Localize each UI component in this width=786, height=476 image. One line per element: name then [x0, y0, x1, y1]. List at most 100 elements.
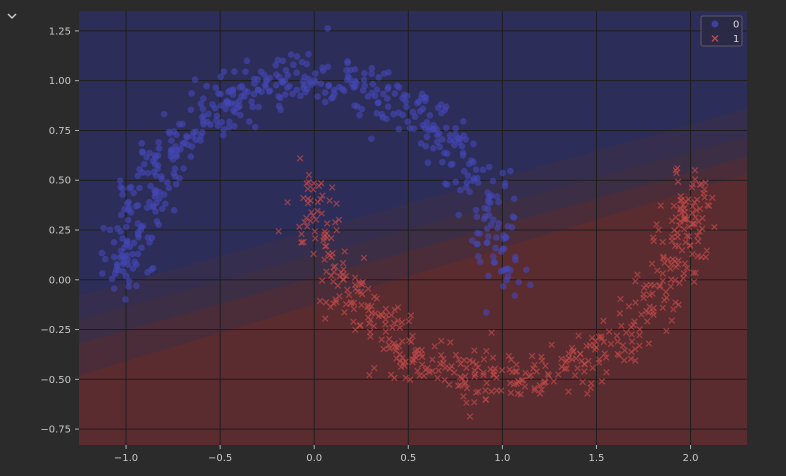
point-class-1 — [527, 371, 535, 379]
x-tick-label: 1.0 — [494, 453, 510, 464]
point-class-1 — [648, 260, 656, 268]
point-class-0 — [122, 272, 130, 280]
point-class-0 — [380, 70, 388, 77]
point-class-0 — [395, 109, 402, 116]
point-class-0 — [266, 87, 274, 94]
point-class-1 — [431, 343, 438, 350]
point-class-1 — [579, 378, 586, 386]
point-class-1 — [630, 321, 637, 329]
point-class-1 — [563, 356, 570, 364]
point-class-1 — [308, 209, 315, 216]
point-class-1 — [617, 295, 624, 303]
point-class-1 — [304, 195, 312, 203]
point-class-0 — [287, 51, 295, 58]
point-class-0 — [187, 153, 195, 160]
y-tick-label: 1.25 — [49, 26, 71, 37]
point-class-0 — [424, 159, 432, 166]
point-class-0 — [406, 124, 414, 132]
point-class-0 — [250, 90, 258, 98]
point-class-1 — [311, 228, 319, 235]
point-class-1 — [422, 366, 429, 374]
point-class-0 — [433, 138, 441, 146]
point-class-1 — [473, 389, 480, 396]
point-class-1 — [671, 242, 679, 250]
point-class-1 — [358, 290, 366, 298]
point-class-1 — [647, 281, 654, 288]
point-class-0 — [119, 185, 126, 193]
point-class-0 — [242, 68, 249, 75]
y-tick-label: −0.25 — [40, 325, 71, 336]
point-class-1 — [603, 368, 610, 376]
point-class-1 — [621, 347, 628, 354]
point-class-0 — [108, 275, 116, 283]
point-class-0 — [231, 109, 239, 116]
point-class-0 — [211, 104, 219, 112]
point-class-1 — [681, 216, 689, 224]
point-class-1 — [628, 338, 636, 345]
point-class-1 — [616, 310, 624, 317]
point-class-1 — [675, 301, 682, 308]
point-class-1 — [469, 358, 477, 366]
point-class-1 — [327, 272, 335, 279]
point-class-0 — [140, 160, 148, 168]
point-class-1 — [473, 360, 480, 368]
point-class-0 — [181, 139, 188, 147]
point-class-1 — [643, 307, 650, 315]
point-class-1 — [366, 371, 373, 379]
point-class-1 — [455, 356, 463, 363]
y-tick-label: 0.00 — [49, 275, 71, 286]
point-class-0 — [395, 125, 403, 133]
point-class-1 — [561, 365, 568, 372]
point-class-0 — [231, 68, 238, 75]
point-class-1 — [506, 379, 514, 387]
point-class-1 — [317, 195, 324, 203]
point-class-1 — [709, 194, 716, 202]
point-class-0 — [133, 282, 140, 290]
point-class-1 — [667, 265, 674, 273]
point-class-0 — [129, 265, 137, 272]
point-class-1 — [480, 355, 488, 363]
point-class-0 — [418, 90, 426, 98]
point-class-0 — [106, 226, 114, 234]
point-class-1 — [463, 384, 471, 392]
legend-marker-0 — [711, 20, 719, 28]
point-class-0 — [443, 150, 451, 157]
point-class-1 — [412, 354, 420, 361]
point-class-0 — [484, 233, 492, 240]
point-class-1 — [589, 364, 596, 372]
point-class-1 — [418, 353, 426, 361]
point-class-1 — [682, 239, 689, 246]
point-class-0 — [400, 91, 408, 99]
point-class-1 — [365, 320, 373, 327]
collapse-output-button[interactable] — [4, 8, 20, 24]
point-class-0 — [236, 84, 244, 91]
point-class-1 — [388, 311, 395, 319]
point-class-1 — [407, 338, 415, 345]
point-class-1 — [513, 380, 520, 387]
point-class-1 — [691, 176, 699, 183]
point-class-1 — [536, 390, 544, 397]
point-class-0 — [486, 192, 493, 200]
point-class-0 — [430, 121, 437, 129]
point-class-0 — [122, 223, 130, 231]
point-class-1 — [601, 350, 609, 357]
point-class-0 — [483, 309, 490, 316]
point-class-0 — [390, 110, 397, 118]
point-class-1 — [670, 306, 677, 313]
point-class-0 — [455, 134, 462, 142]
point-class-0 — [384, 103, 392, 110]
point-class-0 — [245, 118, 253, 125]
point-class-1 — [672, 263, 680, 271]
point-class-1 — [584, 390, 591, 397]
point-class-1 — [698, 253, 705, 261]
point-class-1 — [405, 317, 413, 325]
point-class-1 — [429, 367, 436, 375]
point-class-1 — [390, 319, 398, 327]
point-class-1 — [674, 178, 682, 185]
point-class-0 — [434, 104, 442, 112]
point-class-0 — [139, 149, 146, 156]
point-class-0 — [236, 102, 243, 110]
point-class-1 — [450, 369, 458, 376]
point-class-1 — [654, 267, 661, 274]
point-class-1 — [505, 352, 513, 360]
